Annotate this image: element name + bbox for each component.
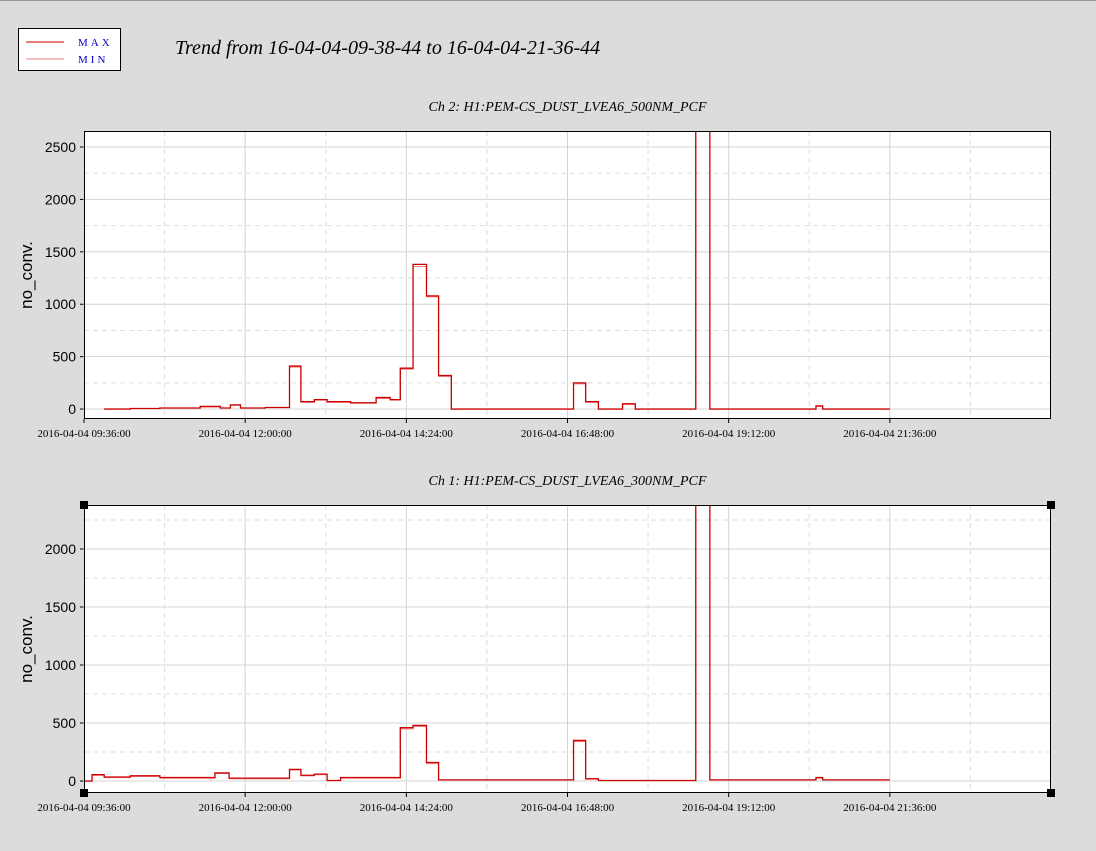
series-line xyxy=(104,131,890,410)
legend-label: MAX xyxy=(78,37,113,49)
y-tick-label: 1500 xyxy=(45,244,76,260)
y-tick-label: 2000 xyxy=(45,191,76,207)
series-line xyxy=(84,505,890,782)
x-tick-label: 2016-04-04 12:00:00 xyxy=(199,428,293,440)
y-axis-label: no_conv. xyxy=(17,241,36,309)
legend-label: MIN xyxy=(78,54,108,66)
y-tick-label: 1500 xyxy=(45,599,76,615)
y-axis-label: no_conv. xyxy=(17,615,36,683)
chart-panel: Ch 1: H1:PEM-CS_DUST_LVEA6_300NM_PCF no_c… xyxy=(17,474,1051,814)
y-tick-label: 2500 xyxy=(45,139,76,155)
y-tick-label: 0 xyxy=(68,401,76,417)
y-tick-label: 500 xyxy=(53,349,77,365)
x-tick-label: 2016-04-04 16:48:00 xyxy=(521,428,615,440)
plot-border xyxy=(84,131,1051,419)
chart-panel: Ch 2: H1:PEM-CS_DUST_LVEA6_500NM_PCF no_c… xyxy=(17,100,1051,440)
y-tick-label: 1000 xyxy=(45,296,76,312)
page-title: Trend from 16-04-04-09-38-44 to 16-04-04… xyxy=(175,37,600,59)
y-tick-label: 2000 xyxy=(45,541,76,557)
x-tick-label: 2016-04-04 09:36:00 xyxy=(37,802,131,814)
y-tick-label: 1000 xyxy=(45,657,76,673)
y-tick-label: 0 xyxy=(68,773,76,789)
y-tick-label: 500 xyxy=(53,715,77,731)
x-tick-label: 2016-04-04 21:36:00 xyxy=(843,428,937,440)
legend-box xyxy=(18,28,121,71)
plot-border xyxy=(84,505,1051,793)
x-tick-label: 2016-04-04 19:12:00 xyxy=(682,802,776,814)
x-tick-label: 2016-04-04 09:36:00 xyxy=(37,428,131,440)
selection-handles xyxy=(80,501,1055,797)
x-tick-label: 2016-04-04 14:24:00 xyxy=(360,802,454,814)
chart-title: Ch 1: H1:PEM-CS_DUST_LVEA6_300NM_PCF xyxy=(429,474,707,489)
x-tick-label: 2016-04-04 16:48:00 xyxy=(521,802,615,814)
x-tick-label: 2016-04-04 12:00:00 xyxy=(199,802,293,814)
chart-title: Ch 2: H1:PEM-CS_DUST_LVEA6_500NM_PCF xyxy=(429,100,707,115)
x-tick-label: 2016-04-04 19:12:00 xyxy=(682,428,776,440)
x-tick-label: 2016-04-04 21:36:00 xyxy=(843,802,937,814)
x-tick-label: 2016-04-04 14:24:00 xyxy=(360,428,454,440)
